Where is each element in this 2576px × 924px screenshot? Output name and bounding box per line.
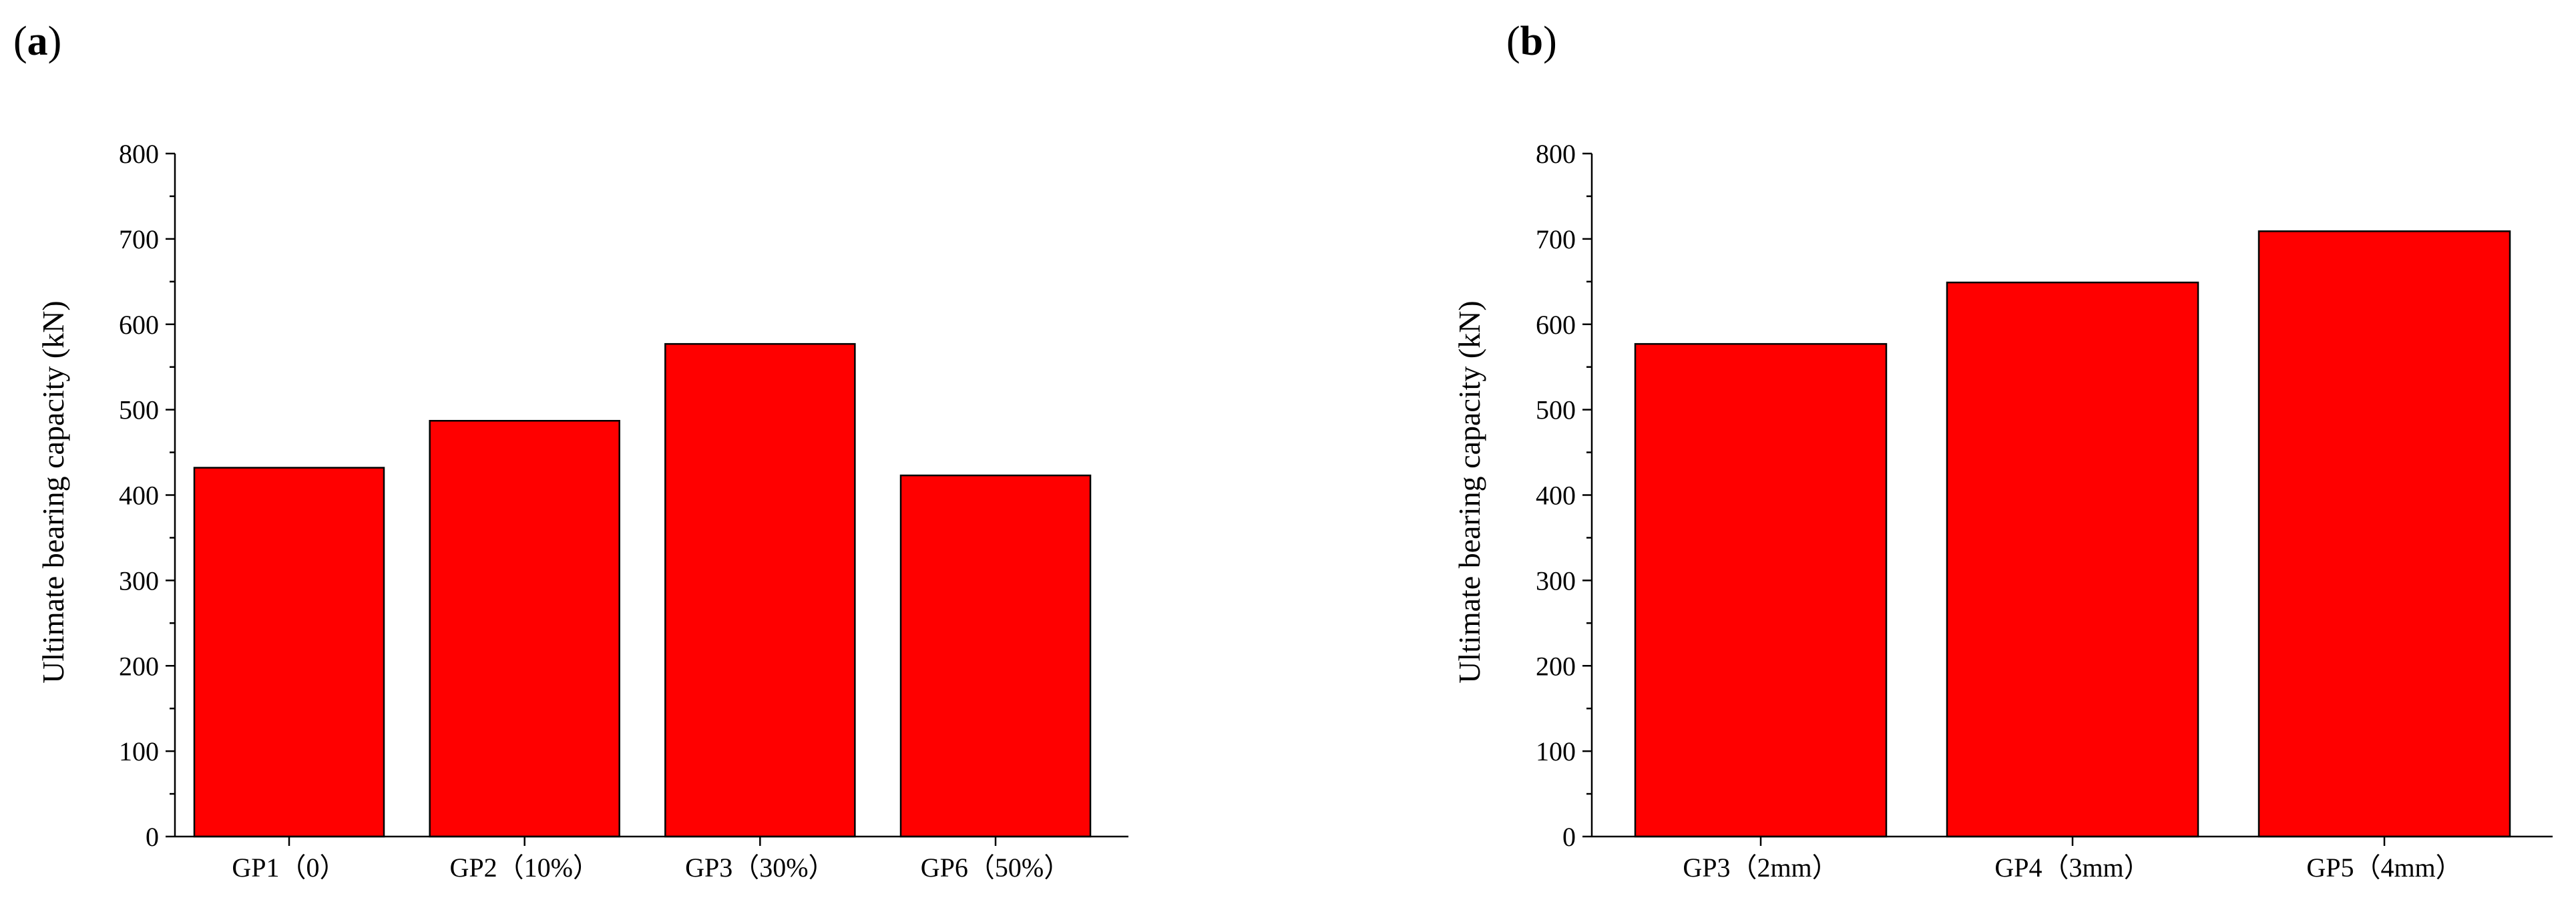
- panel-b-bars: [1634, 230, 2511, 838]
- panel-b-y-tick-label-4: 400: [1536, 481, 1576, 511]
- panel-b-y-tick-label-0: 0: [1562, 822, 1576, 852]
- panel-a-x-tick-label-3: GP6（50%）: [921, 853, 1070, 883]
- panel-a-bars: [193, 342, 1092, 838]
- panel-b-x-tick-label-0: GP3（2mm）: [1683, 853, 1838, 883]
- panel-a-bar-0: [193, 467, 385, 838]
- panel-a-y-tick-label-5: 500: [119, 395, 159, 425]
- panel-a-x-tick-label-0: GP1（0）: [232, 853, 346, 883]
- panel-a-label: (a): [13, 19, 61, 64]
- panel-b-chart: (b) Ultimate bearing capacity (kN) 0 100 2…: [1452, 19, 2553, 883]
- panel-b-x-tick-label-2: GP5（4mm）: [2306, 853, 2462, 883]
- panel-b-bar-0: [1634, 342, 1888, 838]
- panel-a-y-tick-label-0: 0: [146, 822, 159, 852]
- panel-a-y-tick-label-2: 200: [119, 651, 159, 681]
- panel-b-bar-2: [2258, 230, 2511, 838]
- panel-b-y-tick-label-5: 500: [1536, 395, 1576, 425]
- panel-b-x-tick-label-1: GP4（3mm）: [1994, 853, 2150, 883]
- panel-b-y-axis-title: Ultimate bearing capacity (kN): [1452, 300, 1486, 683]
- panel-b-y-tick-label-8: 800: [1536, 139, 1576, 169]
- panel-a-x-tick-label-1: GP2（10%）: [449, 853, 599, 883]
- panel-b-x-labels: GP3（2mm） GP4（3mm） GP5（4mm）: [1683, 837, 2462, 883]
- panel-a-y-tick-label-8: 800: [119, 139, 159, 169]
- panel-a-x-labels: GP1（0） GP2（10%） GP3（30%） GP6（50%）: [232, 837, 1070, 883]
- panel-b-y-tick-label-2: 200: [1536, 651, 1576, 681]
- panel-a-bar-2: [664, 342, 856, 838]
- panel-a-y-axis-title: Ultimate bearing capacity (kN): [36, 300, 70, 683]
- panel-a-y-ticks: 0 100 200 300 400 500 600 700 800: [119, 139, 175, 852]
- panel-b-bar-1: [1946, 281, 2199, 838]
- panel-b-y-tick-label-6: 600: [1536, 310, 1576, 340]
- panel-a-y-tick-label-1: 100: [119, 736, 159, 766]
- panel-a-chart: (a) Ultimate bearing capacity (kN) 0 100 2…: [13, 19, 1128, 883]
- panel-a-y-tick-label-6: 600: [119, 310, 159, 340]
- panel-b-y-tick-label-1: 100: [1536, 736, 1576, 766]
- panel-a-y-tick-label-4: 400: [119, 481, 159, 511]
- panel-b-label: (b): [1506, 19, 1557, 64]
- panel-b-y-ticks: 0 100 200 300 400 500 600 700 800: [1536, 139, 1592, 852]
- panel-a-y-tick-label-7: 700: [119, 224, 159, 254]
- panel-b-y-tick-label-3: 300: [1536, 565, 1576, 596]
- panel-a-x-tick-label-2: GP3（30%）: [685, 853, 835, 883]
- panel-b-y-tick-label-7: 700: [1536, 224, 1576, 254]
- panel-a-bar-1: [429, 419, 620, 838]
- panel-a-letter: a: [27, 19, 48, 64]
- panel-a-bar-3: [899, 474, 1092, 838]
- panel-b-letter: b: [1520, 19, 1543, 64]
- panel-a-y-tick-label-3: 300: [119, 565, 159, 596]
